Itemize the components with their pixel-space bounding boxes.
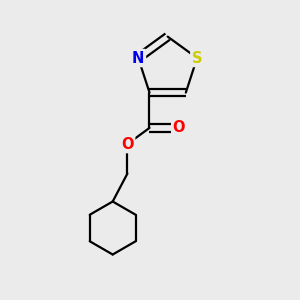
Text: O: O — [121, 136, 134, 152]
Text: N: N — [132, 50, 145, 65]
Text: S: S — [192, 50, 202, 65]
Text: O: O — [173, 120, 185, 135]
